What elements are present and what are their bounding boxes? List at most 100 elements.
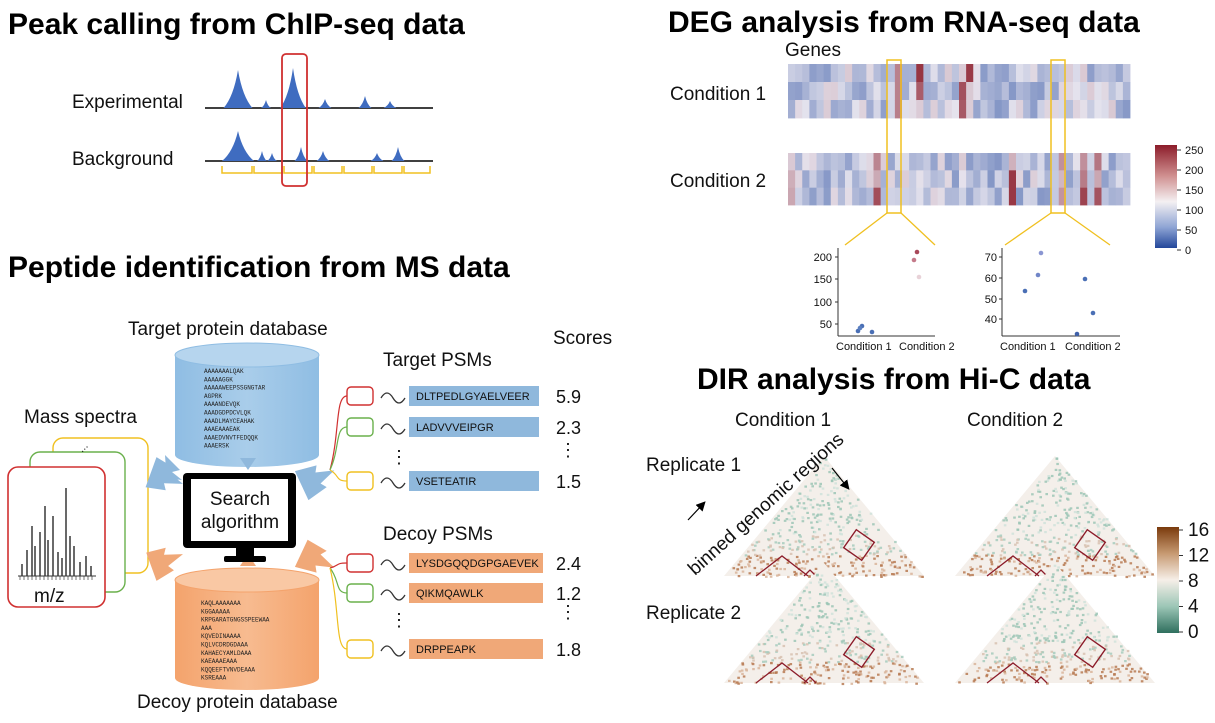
hic-condition2-label: Condition 2 bbox=[967, 410, 1063, 431]
scatter2-ytick: 40 bbox=[985, 314, 997, 326]
scatter2-ytick: 50 bbox=[985, 294, 997, 306]
scores-label: Scores bbox=[553, 328, 612, 349]
decoy-db-sequence: KGGAAAAA bbox=[201, 608, 230, 615]
decoy-psm-sequence: QIKMQAWLK bbox=[416, 588, 484, 600]
decoy-db-sequence: KQQEEFTVNVDEAAA bbox=[201, 666, 255, 673]
scatter2-ytick: 70 bbox=[985, 252, 997, 264]
experimental-label: Experimental bbox=[72, 92, 183, 113]
replicate1-label: Replicate 1 bbox=[646, 455, 741, 476]
target-psm-score: 1.5 bbox=[556, 472, 581, 492]
decoy-psm-box bbox=[409, 553, 543, 573]
scatter2-ytick: 60 bbox=[985, 273, 997, 285]
decoy-db-sequence: KAEAAAEAAA bbox=[201, 658, 237, 665]
deg-condition1-label: Condition 1 bbox=[670, 84, 766, 105]
deg-colorbar-tick: 200 bbox=[1185, 165, 1203, 177]
scatter1-ytick: 100 bbox=[814, 297, 832, 309]
deg-colorbar-tick: 100 bbox=[1185, 205, 1203, 217]
scatter-plot-2: 70 60 50 40 Condition 1 Condition 2 bbox=[985, 248, 1121, 353]
wave-icon bbox=[380, 423, 406, 435]
hic-triangle-map bbox=[955, 563, 1155, 685]
binned-arrow-left bbox=[687, 501, 706, 521]
deg-colorbar-tick: 150 bbox=[1185, 185, 1203, 197]
psm-spectrum-box bbox=[346, 583, 374, 603]
replicate2-label: Replicate 2 bbox=[646, 603, 741, 624]
decoy-psm-sequence: LYSDGQQDGPGAEVEK bbox=[416, 558, 539, 570]
decoy-psm-score: 1.2 bbox=[556, 584, 581, 604]
mass-spectra-stack: ... m/z bbox=[7, 437, 149, 608]
deg-heatmaps bbox=[788, 64, 1131, 206]
arrow-orange-right bbox=[294, 539, 335, 573]
scatter1-xlabel-1: Condition 1 bbox=[836, 341, 892, 353]
arrow-blue-right bbox=[294, 465, 335, 501]
ms-title: Peptide identification from MS data bbox=[8, 251, 510, 284]
target-score-vdots: ⋮ bbox=[559, 440, 577, 460]
hic-colorbar bbox=[1157, 527, 1179, 633]
scatter1-xlabel-2: Condition 2 bbox=[899, 341, 955, 353]
psm-list: DLTPEDLGYAELVEER 5.9 LADVVVEIPGR 2.3 VSETEAT… bbox=[329, 386, 581, 660]
mass-spectra-label: Mass spectra bbox=[24, 407, 137, 428]
deg-colorbar bbox=[1155, 145, 1177, 248]
decoy-db-sequence: AAA bbox=[201, 625, 212, 632]
decoy-score-vdots: ⋮ bbox=[559, 602, 577, 622]
hic-maps bbox=[724, 456, 1155, 686]
hic-triangle-map bbox=[955, 456, 1155, 579]
deg-colorbar-tick: 250 bbox=[1185, 145, 1203, 157]
target-psms-label: Target PSMs bbox=[383, 350, 492, 371]
search-algorithm-monitor: Search algorithm bbox=[183, 473, 296, 562]
chip-panel: Experimental Background bbox=[72, 53, 433, 187]
decoy-db-label: Decoy protein database bbox=[137, 692, 338, 713]
target-db-sequence: AAAAAAALQAK bbox=[204, 368, 244, 375]
deg-colorbar-tick: 50 bbox=[1185, 225, 1197, 237]
wave-icon bbox=[380, 559, 406, 571]
target-db-sequence: AGPRK bbox=[204, 393, 222, 400]
decoy-psm-score: 2.4 bbox=[556, 554, 581, 574]
target-psm-sequence: VSETEATIR bbox=[416, 476, 476, 488]
mz-label: m/z bbox=[34, 586, 65, 607]
scatter1-ytick: 50 bbox=[820, 319, 832, 331]
wave-icon bbox=[380, 392, 406, 404]
decoy-db-sequence: KQLVCDRDGDAAA bbox=[201, 642, 248, 649]
hic-condition1-label: Condition 1 bbox=[735, 410, 831, 431]
target-psm-score: 2.3 bbox=[556, 418, 581, 438]
psm-spectrum-box bbox=[346, 553, 374, 573]
scatter1-ytick: 150 bbox=[814, 274, 832, 286]
decoy-db-sequence: KRPGARATGNGSSPEEWAA bbox=[201, 617, 270, 624]
target-db-sequence: AAAAAWEEPSSGNGTAR bbox=[204, 385, 266, 392]
decoy-db-sequence: KQVEDINAAAA bbox=[201, 633, 241, 640]
hic-colorbar-tick: 12 bbox=[1188, 546, 1209, 567]
hic-colorbar-tick: 4 bbox=[1188, 597, 1199, 618]
scatter2-xlabel-2: Condition 2 bbox=[1065, 341, 1121, 353]
decoy-db-sequence: KAHAECYAMLDAAA bbox=[201, 650, 252, 657]
target-psm-sequence: LADVVVEIPGR bbox=[416, 422, 494, 434]
scatter1-ytick: 200 bbox=[814, 252, 832, 264]
target-psm-box bbox=[409, 471, 539, 491]
gene-highlight-1 bbox=[886, 59, 902, 214]
binned-arrow-right bbox=[831, 467, 850, 490]
background-label: Background bbox=[72, 149, 173, 170]
decoy-psms-label: Decoy PSMs bbox=[383, 524, 493, 545]
deg-title: DEG analysis from RNA-seq data bbox=[668, 6, 1140, 39]
peak-highlight-box bbox=[281, 53, 308, 187]
wave-icon bbox=[380, 645, 406, 657]
arrow-orange-left bbox=[146, 547, 183, 581]
ms-panel: Target protein database Decoy protein da… bbox=[7, 319, 612, 713]
arrow-blue-left bbox=[145, 457, 183, 491]
hic-colorbar-tick: 8 bbox=[1188, 571, 1199, 592]
target-db-sequence: AAAEDVNVTFEDQQK bbox=[204, 434, 258, 441]
target-db-sequence: AAAEAAAEAK bbox=[204, 426, 240, 433]
chip-tracks bbox=[205, 68, 433, 174]
scatter-plot-1: 200 150 100 50 Condition 1 Condition 2 bbox=[814, 248, 955, 353]
hic-title: DIR analysis from Hi-C data bbox=[697, 363, 1091, 396]
deg-condition2-label: Condition 2 bbox=[670, 171, 766, 192]
decoy-psm-box bbox=[409, 583, 543, 603]
decoy-vdots: ⋮ bbox=[390, 610, 408, 630]
hic-colorbar-tick: 0 bbox=[1188, 622, 1199, 643]
target-psm-sequence: DLTPEDLGYAELVEER bbox=[416, 391, 530, 403]
arrow-blue-down bbox=[240, 458, 256, 470]
hic-triangle-map bbox=[724, 563, 924, 686]
target-psm-score: 5.9 bbox=[556, 387, 581, 407]
decoy-db-sequence: KAQLAAAAAAA bbox=[201, 600, 241, 607]
deg-colorbar-ticks: 250 200 150 100 50 0 bbox=[1177, 145, 1203, 257]
